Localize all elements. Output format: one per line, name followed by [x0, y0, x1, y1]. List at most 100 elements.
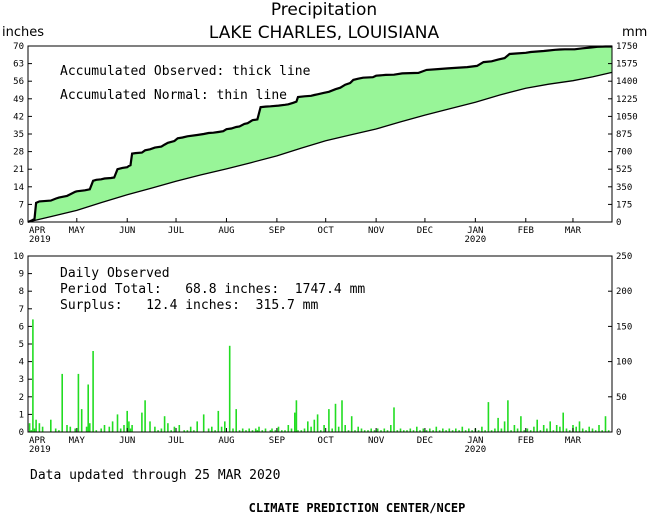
- daily-precip-bar: [316, 414, 319, 432]
- daily-precip-bar: [536, 419, 538, 432]
- daily-precip-bar: [484, 430, 486, 432]
- daily-observed-label: Daily Observed: [60, 266, 170, 281]
- daily-precip-bar: [331, 428, 333, 432]
- bottom-left-tick-label: 3: [19, 375, 24, 385]
- daily-precip-bar: [217, 410, 220, 432]
- daily-precip-bar: [438, 430, 441, 432]
- bottom-x-tick-label: SEP: [269, 436, 286, 446]
- top-x-tick-label: OCT: [318, 226, 335, 236]
- top-right-tick-label: 0: [616, 218, 621, 228]
- daily-precip-bar: [69, 426, 72, 432]
- daily-precip-bar: [487, 402, 490, 432]
- daily-precip-bar: [28, 423, 31, 432]
- daily-precip-bar: [141, 412, 143, 432]
- bottom-right-tick-label: 0: [616, 428, 621, 438]
- bottom-left-tick-label: 0: [19, 428, 24, 438]
- daily-precip-bar: [386, 430, 389, 432]
- daily-precip-bar: [30, 430, 33, 432]
- daily-precip-bar: [287, 425, 290, 432]
- daily-precip-bar: [341, 400, 343, 432]
- daily-precip-bar: [85, 426, 88, 432]
- top-left-tick-label: 35: [13, 130, 24, 140]
- top-x-tick-label: JUN: [119, 226, 135, 236]
- top-right-tick-label: 1050: [616, 112, 638, 122]
- daily-precip-bar: [363, 430, 366, 432]
- data-updated-text: Data updated through 25 MAR 2020: [30, 468, 280, 483]
- daily-precip-bar: [251, 430, 254, 432]
- daily-precip-bar: [442, 428, 444, 432]
- top-right-tick-label: 1400: [616, 77, 638, 87]
- daily-precip-bar: [178, 425, 181, 432]
- daily-precip-bar: [228, 345, 231, 432]
- daily-precip-bar: [211, 426, 213, 432]
- daily-precip-bar: [490, 430, 493, 432]
- daily-precip-bar: [347, 430, 350, 432]
- top-x-tick-label: NOV: [368, 226, 385, 236]
- daily-precip-bar: [594, 430, 597, 432]
- daily-precip-bar: [173, 426, 176, 432]
- daily-precip-bar: [256, 430, 259, 432]
- daily-precip-bar: [220, 426, 223, 432]
- daily-precip-bar: [406, 430, 408, 432]
- daily-precip-bar: [607, 430, 610, 432]
- top-x-tick-label: SEP: [269, 226, 286, 236]
- daily-precip-bar: [290, 428, 293, 432]
- bottom-x-tick-label: OCT: [318, 436, 335, 446]
- bottom-x-year-label: 2019: [29, 445, 51, 455]
- daily-precip-bar: [458, 430, 460, 432]
- bottom-right-tick-label: 200: [616, 287, 632, 297]
- right-unit-label: mm: [622, 25, 647, 40]
- daily-precip-bar: [186, 430, 189, 432]
- daily-precip-bar: [445, 430, 447, 432]
- chart-title: Precipitation: [271, 0, 377, 20]
- daily-precip-bar: [562, 412, 564, 432]
- bottom-x-tick-label: FEB: [518, 436, 534, 446]
- daily-precip-bar: [516, 428, 519, 432]
- daily-precip-bar: [393, 407, 395, 432]
- daily-precip-bar: [274, 430, 277, 432]
- daily-precip-bar: [344, 425, 346, 432]
- daily-precip-bar: [183, 430, 185, 432]
- bottom-x-tick-label: DEC: [417, 436, 433, 446]
- daily-precip-bar: [189, 426, 192, 432]
- daily-precip-bar: [588, 426, 590, 432]
- daily-precip-bar: [264, 428, 267, 432]
- credit-text: CLIMATE PREDICTION CENTER/NCEP: [249, 501, 466, 515]
- daily-precip-bar: [520, 416, 522, 432]
- daily-precip-bar: [360, 428, 363, 432]
- daily-precip-bar: [552, 430, 555, 432]
- top-x-tick-label: DEC: [417, 226, 433, 236]
- daily-precip-bar: [464, 430, 467, 432]
- daily-precip-bar: [334, 403, 337, 432]
- daily-precip-bar: [160, 428, 163, 432]
- bottom-left-tick-label: 2: [19, 393, 24, 403]
- daily-precip-bar: [294, 412, 296, 432]
- daily-precip-bar: [58, 430, 60, 432]
- daily-precip-bar: [41, 426, 44, 432]
- daily-precip-bar: [350, 416, 353, 432]
- daily-precip-bar: [271, 428, 273, 432]
- daily-precip-bar: [87, 384, 89, 432]
- daily-precip-bar: [303, 428, 306, 432]
- daily-precip-bar: [399, 428, 402, 432]
- daily-precip-bar: [32, 319, 34, 432]
- daily-precip-bar: [581, 428, 584, 432]
- daily-precip-bar: [74, 428, 76, 432]
- top-x-tick-label: MAY: [69, 226, 86, 236]
- daily-precip-bar: [604, 416, 607, 432]
- top-right-tick-label: 525: [616, 165, 632, 175]
- top-right-tick-label: 1575: [616, 60, 638, 70]
- daily-precip-bar: [585, 430, 587, 432]
- daily-precip-bar: [149, 421, 151, 432]
- top-right-tick-label: 1750: [616, 42, 638, 52]
- daily-precip-bar: [507, 400, 509, 432]
- top-left-tick-label: 63: [13, 60, 24, 70]
- daily-precip-bar: [245, 430, 247, 432]
- daily-precip-bar: [477, 430, 480, 432]
- daily-precip-bar: [455, 428, 457, 432]
- bottom-left-tick-label: 5: [19, 340, 24, 350]
- top-right-tick-label: 350: [616, 183, 632, 193]
- daily-precip-bar: [429, 428, 431, 432]
- daily-precip-bar: [258, 426, 260, 432]
